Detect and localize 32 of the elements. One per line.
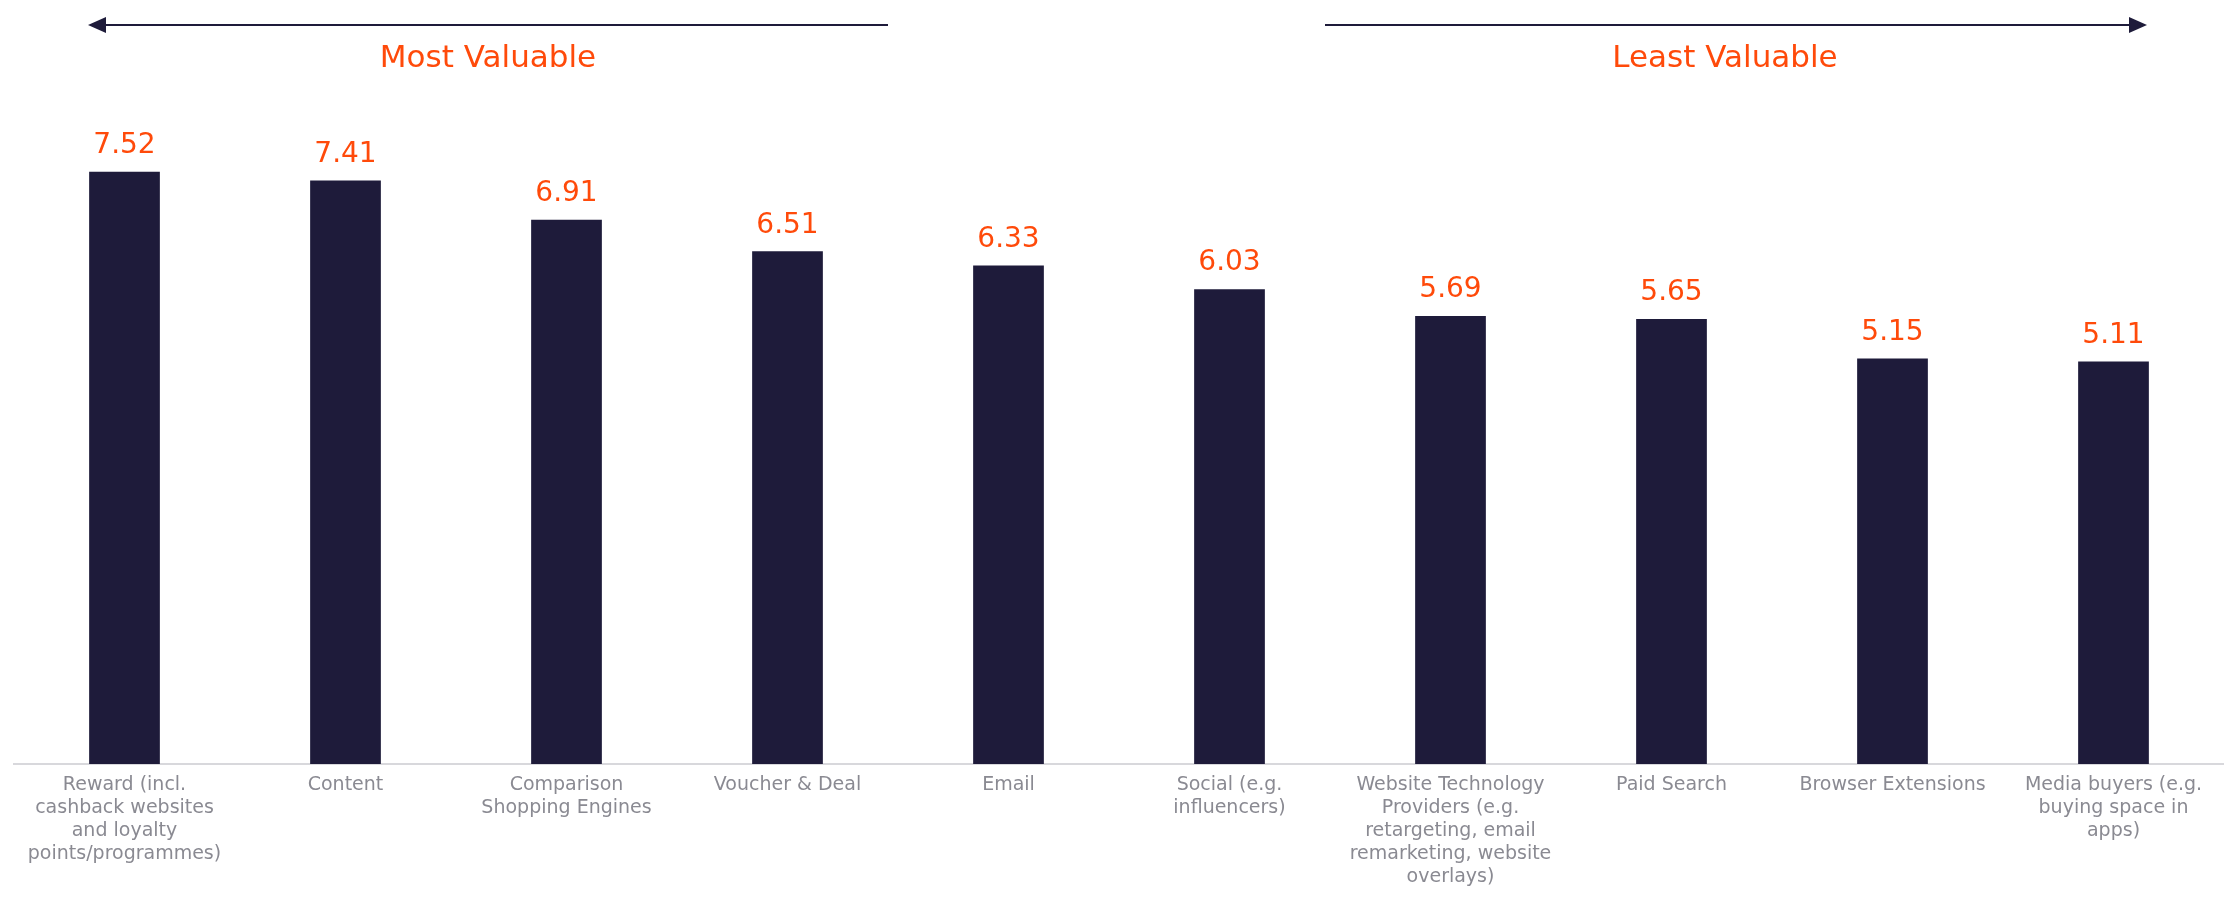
data-label: 5.65 bbox=[1640, 274, 1703, 308]
bar bbox=[531, 219, 602, 764]
text: Most Valuable bbox=[378, 38, 598, 74]
data-label: 6.91 bbox=[535, 175, 598, 209]
data-label: 7.52 bbox=[93, 127, 156, 161]
x-tick-label: Content bbox=[307, 772, 384, 795]
bar bbox=[2078, 361, 2149, 764]
bar bbox=[1415, 315, 1486, 764]
x-tick-label: Comparison Shopping Engines bbox=[481, 772, 652, 818]
text: Least Valuable bbox=[1611, 38, 1839, 74]
data-label: 6.03 bbox=[1198, 244, 1261, 278]
bar bbox=[89, 171, 160, 764]
x-tick-label: Email bbox=[982, 772, 1035, 795]
x-tick-label: Social (e.g. influencers) bbox=[1173, 772, 1286, 818]
data-label: 5.69 bbox=[1419, 271, 1482, 305]
bar bbox=[752, 251, 823, 764]
data-label: 7.41 bbox=[314, 135, 377, 169]
x-tick-label: Media buyers (e.g. buying space in apps) bbox=[2024, 772, 2203, 840]
data-label: 6.51 bbox=[756, 206, 819, 240]
data-label: 5.11 bbox=[2082, 316, 2145, 350]
bar bbox=[973, 265, 1044, 764]
bar bbox=[310, 180, 381, 764]
x-tick-label: Website Technology Providers (e.g. retargeting, email remarketing, website overlays) bbox=[1349, 772, 1552, 886]
x-tick-label: Reward (incl. cashback websites and loyalty points/programmes) bbox=[27, 772, 222, 863]
x-tick-label: Paid Search bbox=[1616, 772, 1727, 795]
bar bbox=[1857, 358, 1928, 764]
bar bbox=[1636, 319, 1707, 764]
bar bbox=[1194, 289, 1265, 764]
data-label: 6.33 bbox=[977, 220, 1040, 254]
data-label: 5.15 bbox=[1861, 313, 1924, 347]
x-tick-label: Browser Extensions bbox=[1799, 772, 1986, 795]
x-tick-label: Voucher & Deal bbox=[713, 772, 862, 795]
